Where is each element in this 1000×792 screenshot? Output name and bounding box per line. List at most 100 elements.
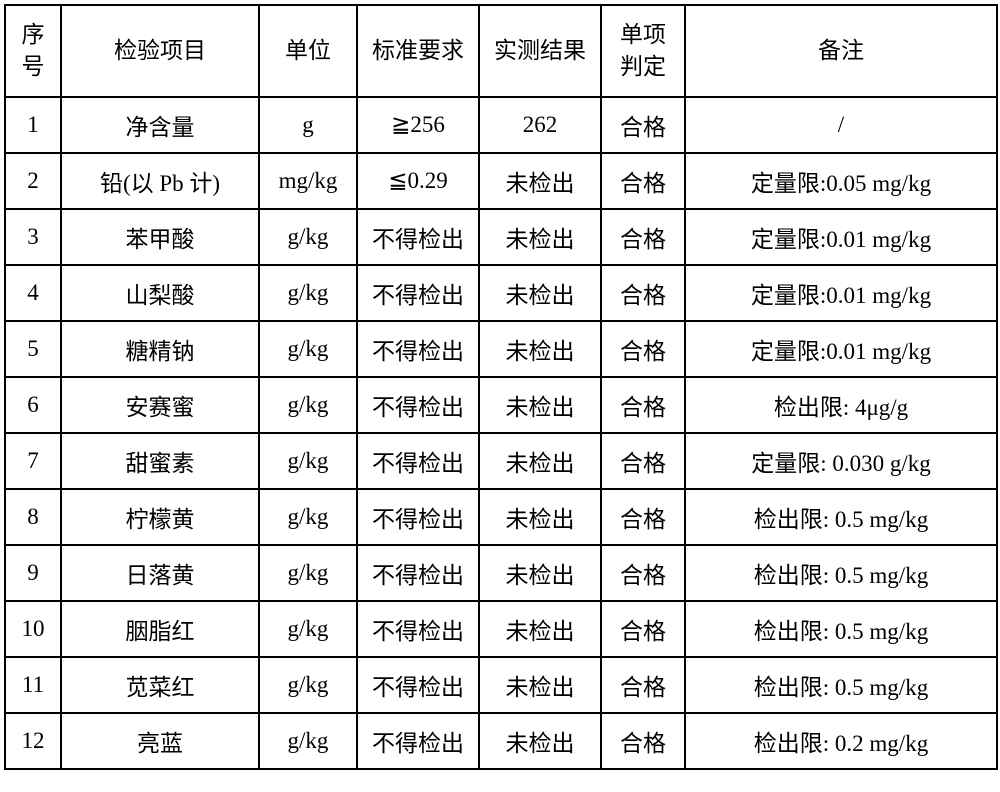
cell-result: 未检出 [479,433,601,489]
cell-seq: 5 [5,321,61,377]
cell-item: 亮蓝 [61,713,259,769]
cell-result: 未检出 [479,545,601,601]
cell-seq: 11 [5,657,61,713]
cell-unit: mg/kg [259,153,357,209]
cell-item: 胭脂红 [61,601,259,657]
header-unit: 单位 [259,5,357,97]
cell-result: 未检出 [479,657,601,713]
cell-unit: g/kg [259,545,357,601]
cell-standard: 不得检出 [357,265,479,321]
cell-seq: 12 [5,713,61,769]
cell-remark: 检出限: 0.5 mg/kg [685,601,997,657]
cell-judge: 合格 [601,545,685,601]
cell-judge: 合格 [601,321,685,377]
cell-standard: 不得检出 [357,657,479,713]
cell-standard: ≧256 [357,97,479,153]
cell-result: 未检出 [479,489,601,545]
cell-seq: 8 [5,489,61,545]
header-seq: 序号 [5,5,61,97]
cell-result: 262 [479,97,601,153]
cell-unit: g/kg [259,209,357,265]
cell-standard: 不得检出 [357,489,479,545]
cell-remark: 定量限: 0.030 g/kg [685,433,997,489]
cell-judge: 合格 [601,713,685,769]
cell-remark: 检出限: 0.5 mg/kg [685,545,997,601]
cell-result: 未检出 [479,209,601,265]
cell-judge: 合格 [601,433,685,489]
cell-item: 柠檬黄 [61,489,259,545]
cell-standard: 不得检出 [357,209,479,265]
cell-seq: 10 [5,601,61,657]
cell-judge: 合格 [601,97,685,153]
table-row: 6安赛蜜g/kg不得检出未检出合格检出限: 4μg/g [5,377,997,433]
cell-seq: 6 [5,377,61,433]
cell-remark: 定量限:0.01 mg/kg [685,321,997,377]
cell-remark: 定量限:0.05 mg/kg [685,153,997,209]
table-row: 10胭脂红g/kg不得检出未检出合格检出限: 0.5 mg/kg [5,601,997,657]
cell-judge: 合格 [601,601,685,657]
cell-judge: 合格 [601,209,685,265]
table-header: 序号 检验项目 单位 标准要求 实测结果 单项判定 备注 [5,5,997,97]
cell-judge: 合格 [601,489,685,545]
cell-result: 未检出 [479,265,601,321]
cell-seq: 4 [5,265,61,321]
cell-remark: 检出限: 0.5 mg/kg [685,657,997,713]
header-standard: 标准要求 [357,5,479,97]
table-row: 2铅(以 Pb 计)mg/kg≦0.29未检出合格定量限:0.05 mg/kg [5,153,997,209]
table-row: 4山梨酸g/kg不得检出未检出合格定量限:0.01 mg/kg [5,265,997,321]
cell-judge: 合格 [601,265,685,321]
cell-item: 日落黄 [61,545,259,601]
inspection-table: 序号 检验项目 单位 标准要求 实测结果 单项判定 备注 1净含量g≧25626… [4,4,998,770]
cell-standard: 不得检出 [357,713,479,769]
table-row: 7甜蜜素g/kg不得检出未检出合格定量限: 0.030 g/kg [5,433,997,489]
cell-item: 苯甲酸 [61,209,259,265]
cell-unit: g/kg [259,321,357,377]
table-row: 8柠檬黄g/kg不得检出未检出合格检出限: 0.5 mg/kg [5,489,997,545]
cell-standard: 不得检出 [357,601,479,657]
table-row: 12亮蓝g/kg不得检出未检出合格检出限: 0.2 mg/kg [5,713,997,769]
cell-item: 甜蜜素 [61,433,259,489]
cell-result: 未检出 [479,321,601,377]
table-row: 5糖精钠g/kg不得检出未检出合格定量限:0.01 mg/kg [5,321,997,377]
cell-result: 未检出 [479,713,601,769]
cell-result: 未检出 [479,377,601,433]
cell-standard: 不得检出 [357,545,479,601]
cell-remark: 定量限:0.01 mg/kg [685,265,997,321]
cell-standard: 不得检出 [357,433,479,489]
cell-remark: 检出限: 4μg/g [685,377,997,433]
table-row: 1净含量g≧256262合格/ [5,97,997,153]
cell-seq: 7 [5,433,61,489]
table-row: 9日落黄g/kg不得检出未检出合格检出限: 0.5 mg/kg [5,545,997,601]
header-item: 检验项目 [61,5,259,97]
cell-unit: g/kg [259,713,357,769]
cell-seq: 3 [5,209,61,265]
cell-item: 安赛蜜 [61,377,259,433]
cell-unit: g/kg [259,377,357,433]
cell-item: 净含量 [61,97,259,153]
cell-standard: ≦0.29 [357,153,479,209]
cell-unit: g/kg [259,657,357,713]
header-result: 实测结果 [479,5,601,97]
table-row: 3苯甲酸g/kg不得检出未检出合格定量限:0.01 mg/kg [5,209,997,265]
cell-item: 山梨酸 [61,265,259,321]
header-row: 序号 检验项目 单位 标准要求 实测结果 单项判定 备注 [5,5,997,97]
cell-result: 未检出 [479,601,601,657]
cell-result: 未检出 [479,153,601,209]
cell-remark: / [685,97,997,153]
cell-unit: g/kg [259,265,357,321]
cell-item: 铅(以 Pb 计) [61,153,259,209]
cell-unit: g/kg [259,601,357,657]
cell-item: 苋菜红 [61,657,259,713]
cell-seq: 1 [5,97,61,153]
cell-item: 糖精钠 [61,321,259,377]
cell-remark: 定量限:0.01 mg/kg [685,209,997,265]
cell-remark: 检出限: 0.5 mg/kg [685,489,997,545]
header-judge: 单项判定 [601,5,685,97]
cell-judge: 合格 [601,153,685,209]
cell-unit: g [259,97,357,153]
header-remark: 备注 [685,5,997,97]
cell-judge: 合格 [601,657,685,713]
cell-unit: g/kg [259,433,357,489]
cell-seq: 9 [5,545,61,601]
table-row: 11苋菜红g/kg不得检出未检出合格检出限: 0.5 mg/kg [5,657,997,713]
